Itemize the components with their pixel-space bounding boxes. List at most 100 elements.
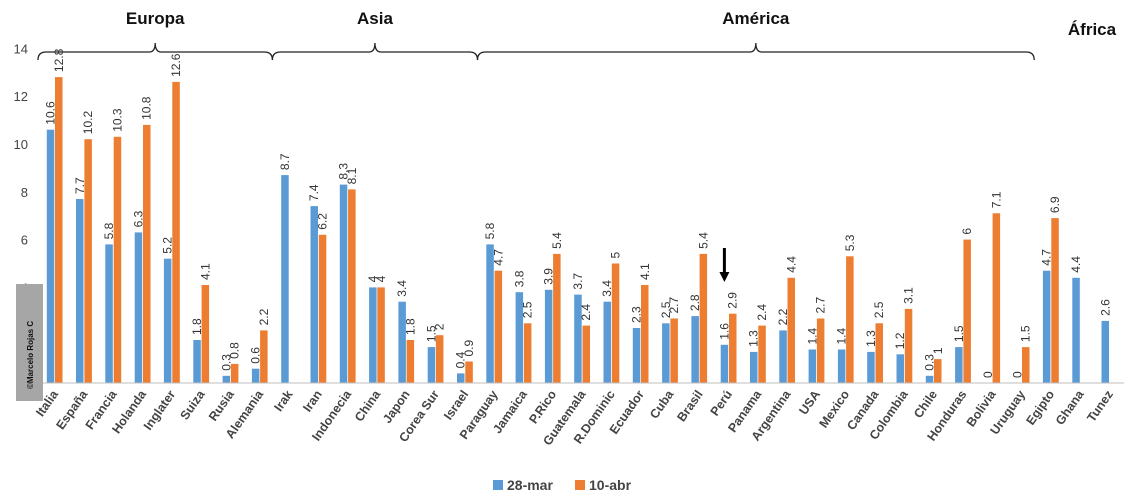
data-label-inglater-10-abr: 12.6 xyxy=(169,53,183,77)
data-label-alemania-28-mar: 0.6 xyxy=(249,347,263,364)
data-label-italia-28-mar: 10.6 xyxy=(44,101,58,125)
bar-ghana-28-mar xyxy=(1072,277,1080,383)
region-label-africa: África xyxy=(1068,20,1117,39)
watermark: ©Marcelo Rojas C xyxy=(16,284,43,401)
bar-inglater-28-mar xyxy=(163,258,172,383)
data-labels: 10.6 7.7 5.8 6.3 5.2 1.8 0.3 0.6 8.7 7.4 8.3 4 3.4 1.… xyxy=(44,48,1113,378)
data-label-iran-10-abr: 6.2 xyxy=(316,213,330,230)
y-tick-label: 14 xyxy=(14,41,28,56)
bar-francia-28-mar xyxy=(105,244,113,383)
category-label-tunez: Tunez xyxy=(1084,388,1116,425)
bar-colombia-10-abr xyxy=(904,308,913,383)
category-label-cuba: Cuba xyxy=(647,387,677,421)
data-label-panama-10-abr: 2.4 xyxy=(755,304,769,321)
data-label-honduras-28-mar: 1.5 xyxy=(952,325,966,342)
data-label-egipto-28-mar: 4.7 xyxy=(1040,249,1054,266)
data-label-argentina-10-abr: 4.4 xyxy=(784,256,798,273)
data-label-francia-10-abr: 10.3 xyxy=(110,108,124,132)
data-label-chile-10-abr: 1 xyxy=(931,347,945,354)
data-label-chile-28-mar: 0.3 xyxy=(923,354,937,371)
bar-paraguay-10-abr xyxy=(494,270,503,383)
data-label-israel-10-abr: 0.9 xyxy=(462,339,476,356)
data-label-bolivia-28-mar: 0 xyxy=(981,371,995,378)
bar-mexico-10-abr xyxy=(846,256,854,383)
bar-panama-10-abr xyxy=(758,325,766,383)
bar-indonecia-28-mar xyxy=(339,184,348,383)
data-label-china-10-abr: 4 xyxy=(374,275,388,282)
bar-guatemala-28-mar xyxy=(574,294,582,383)
bar-rusia-10-abr xyxy=(230,363,239,383)
bar-usa-28-mar xyxy=(808,349,817,383)
category-label-usa: USA xyxy=(796,388,823,418)
bar-argentina-28-mar xyxy=(779,330,787,383)
bar-china-10-abr xyxy=(377,287,385,383)
bar-p-rico-28-mar xyxy=(544,289,553,383)
bar-peru-10-abr xyxy=(729,313,737,383)
y-tick-label: 6 xyxy=(21,233,28,248)
region-label-asia: Asia xyxy=(357,9,393,28)
data-label-paraguay-28-mar: 5.8 xyxy=(483,222,497,239)
bar-brasil-28-mar xyxy=(691,316,699,383)
bar-israel-10-abr xyxy=(465,361,473,383)
category-label-ghana: Ghana xyxy=(1053,387,1087,428)
data-label-rusia-10-abr: 0.8 xyxy=(228,342,242,359)
data-label-r-dominic-10-abr: 5 xyxy=(609,252,623,259)
data-label-espana-10-abr: 10.2 xyxy=(81,111,95,135)
bar-r-dominic-28-mar xyxy=(603,301,611,383)
data-label-panama-28-mar: 1.3 xyxy=(747,330,761,347)
data-label-cuba-10-abr: 2.7 xyxy=(667,296,681,313)
data-label-indonecia-10-abr: 8.1 xyxy=(345,167,359,184)
bar-peru-28-mar xyxy=(720,344,729,383)
bar-egipto-10-abr xyxy=(1051,218,1059,383)
bar-egipto-28-mar xyxy=(1042,270,1051,383)
legend-item-28-mar: 28-mar xyxy=(493,477,553,493)
category-label-chile: Chile xyxy=(911,388,940,421)
data-label-guatemala-10-abr: 2.4 xyxy=(579,304,593,321)
bar-canada-10-abr xyxy=(875,323,883,384)
data-label-espana-28-mar: 7.7 xyxy=(73,177,87,194)
data-label-ecuador-10-abr: 4.1 xyxy=(638,263,652,280)
bar-panama-28-mar xyxy=(750,351,758,383)
watermark-text: ©Marcelo Rojas C xyxy=(26,321,35,389)
data-label-honduras-10-abr: 6 xyxy=(960,228,974,235)
down-arrow-icon xyxy=(719,248,730,282)
bar-p-rico-10-abr xyxy=(553,253,561,383)
y-tick-label: 8 xyxy=(21,185,28,200)
bar-iran-10-abr xyxy=(318,234,327,383)
bar-mexico-28-mar xyxy=(837,349,846,383)
region-brackets: Europa Asia América África xyxy=(37,9,1117,61)
bar-r-dominic-10-abr xyxy=(611,263,620,383)
data-label-jamaica-10-abr: 2.5 xyxy=(521,301,535,318)
category-label-peru: Perú xyxy=(708,388,735,419)
data-label-corea-sur-10-abr: 2 xyxy=(433,323,447,330)
data-label-canada-10-abr: 2.5 xyxy=(872,301,886,318)
bar-cuba-10-abr xyxy=(670,318,678,383)
bar-usa-10-abr xyxy=(816,318,825,383)
bar-canada-28-mar xyxy=(867,351,875,383)
data-label-iran-28-mar: 7.4 xyxy=(307,184,321,201)
bar-holanda-28-mar xyxy=(134,232,143,383)
legend-label: 10-abr xyxy=(589,477,632,493)
data-label-holanda-10-abr: 10.8 xyxy=(140,96,154,120)
region-bracket-america xyxy=(476,42,1035,61)
data-label-canada-28-mar: 1.3 xyxy=(864,330,878,347)
bar-alemania-10-abr xyxy=(260,330,268,383)
bar-espana-10-abr xyxy=(84,139,92,383)
bar-paraguay-28-mar xyxy=(486,244,494,383)
bar-italia-10-abr xyxy=(55,77,63,383)
region-label-europa: Europa xyxy=(126,9,185,28)
bar-honduras-28-mar xyxy=(955,347,963,383)
bar-tunez-28-mar xyxy=(1101,320,1109,383)
data-label-corea-sur-28-mar: 1.5 xyxy=(424,325,438,342)
data-label-francia-28-mar: 5.8 xyxy=(102,222,116,239)
data-label-usa-10-abr: 2.7 xyxy=(814,296,828,313)
data-label-tunez-28-mar: 2.6 xyxy=(1098,299,1112,316)
bar-honduras-10-abr xyxy=(963,239,971,383)
category-label-iran: Iran xyxy=(300,388,325,415)
bar-alemania-28-mar xyxy=(251,368,260,383)
bar-corea-sur-28-mar xyxy=(427,347,436,383)
bar-jamaica-28-mar xyxy=(515,292,524,383)
data-label-paraguay-10-abr: 4.7 xyxy=(491,249,505,266)
data-label-mexico-10-abr: 5.3 xyxy=(843,234,857,251)
